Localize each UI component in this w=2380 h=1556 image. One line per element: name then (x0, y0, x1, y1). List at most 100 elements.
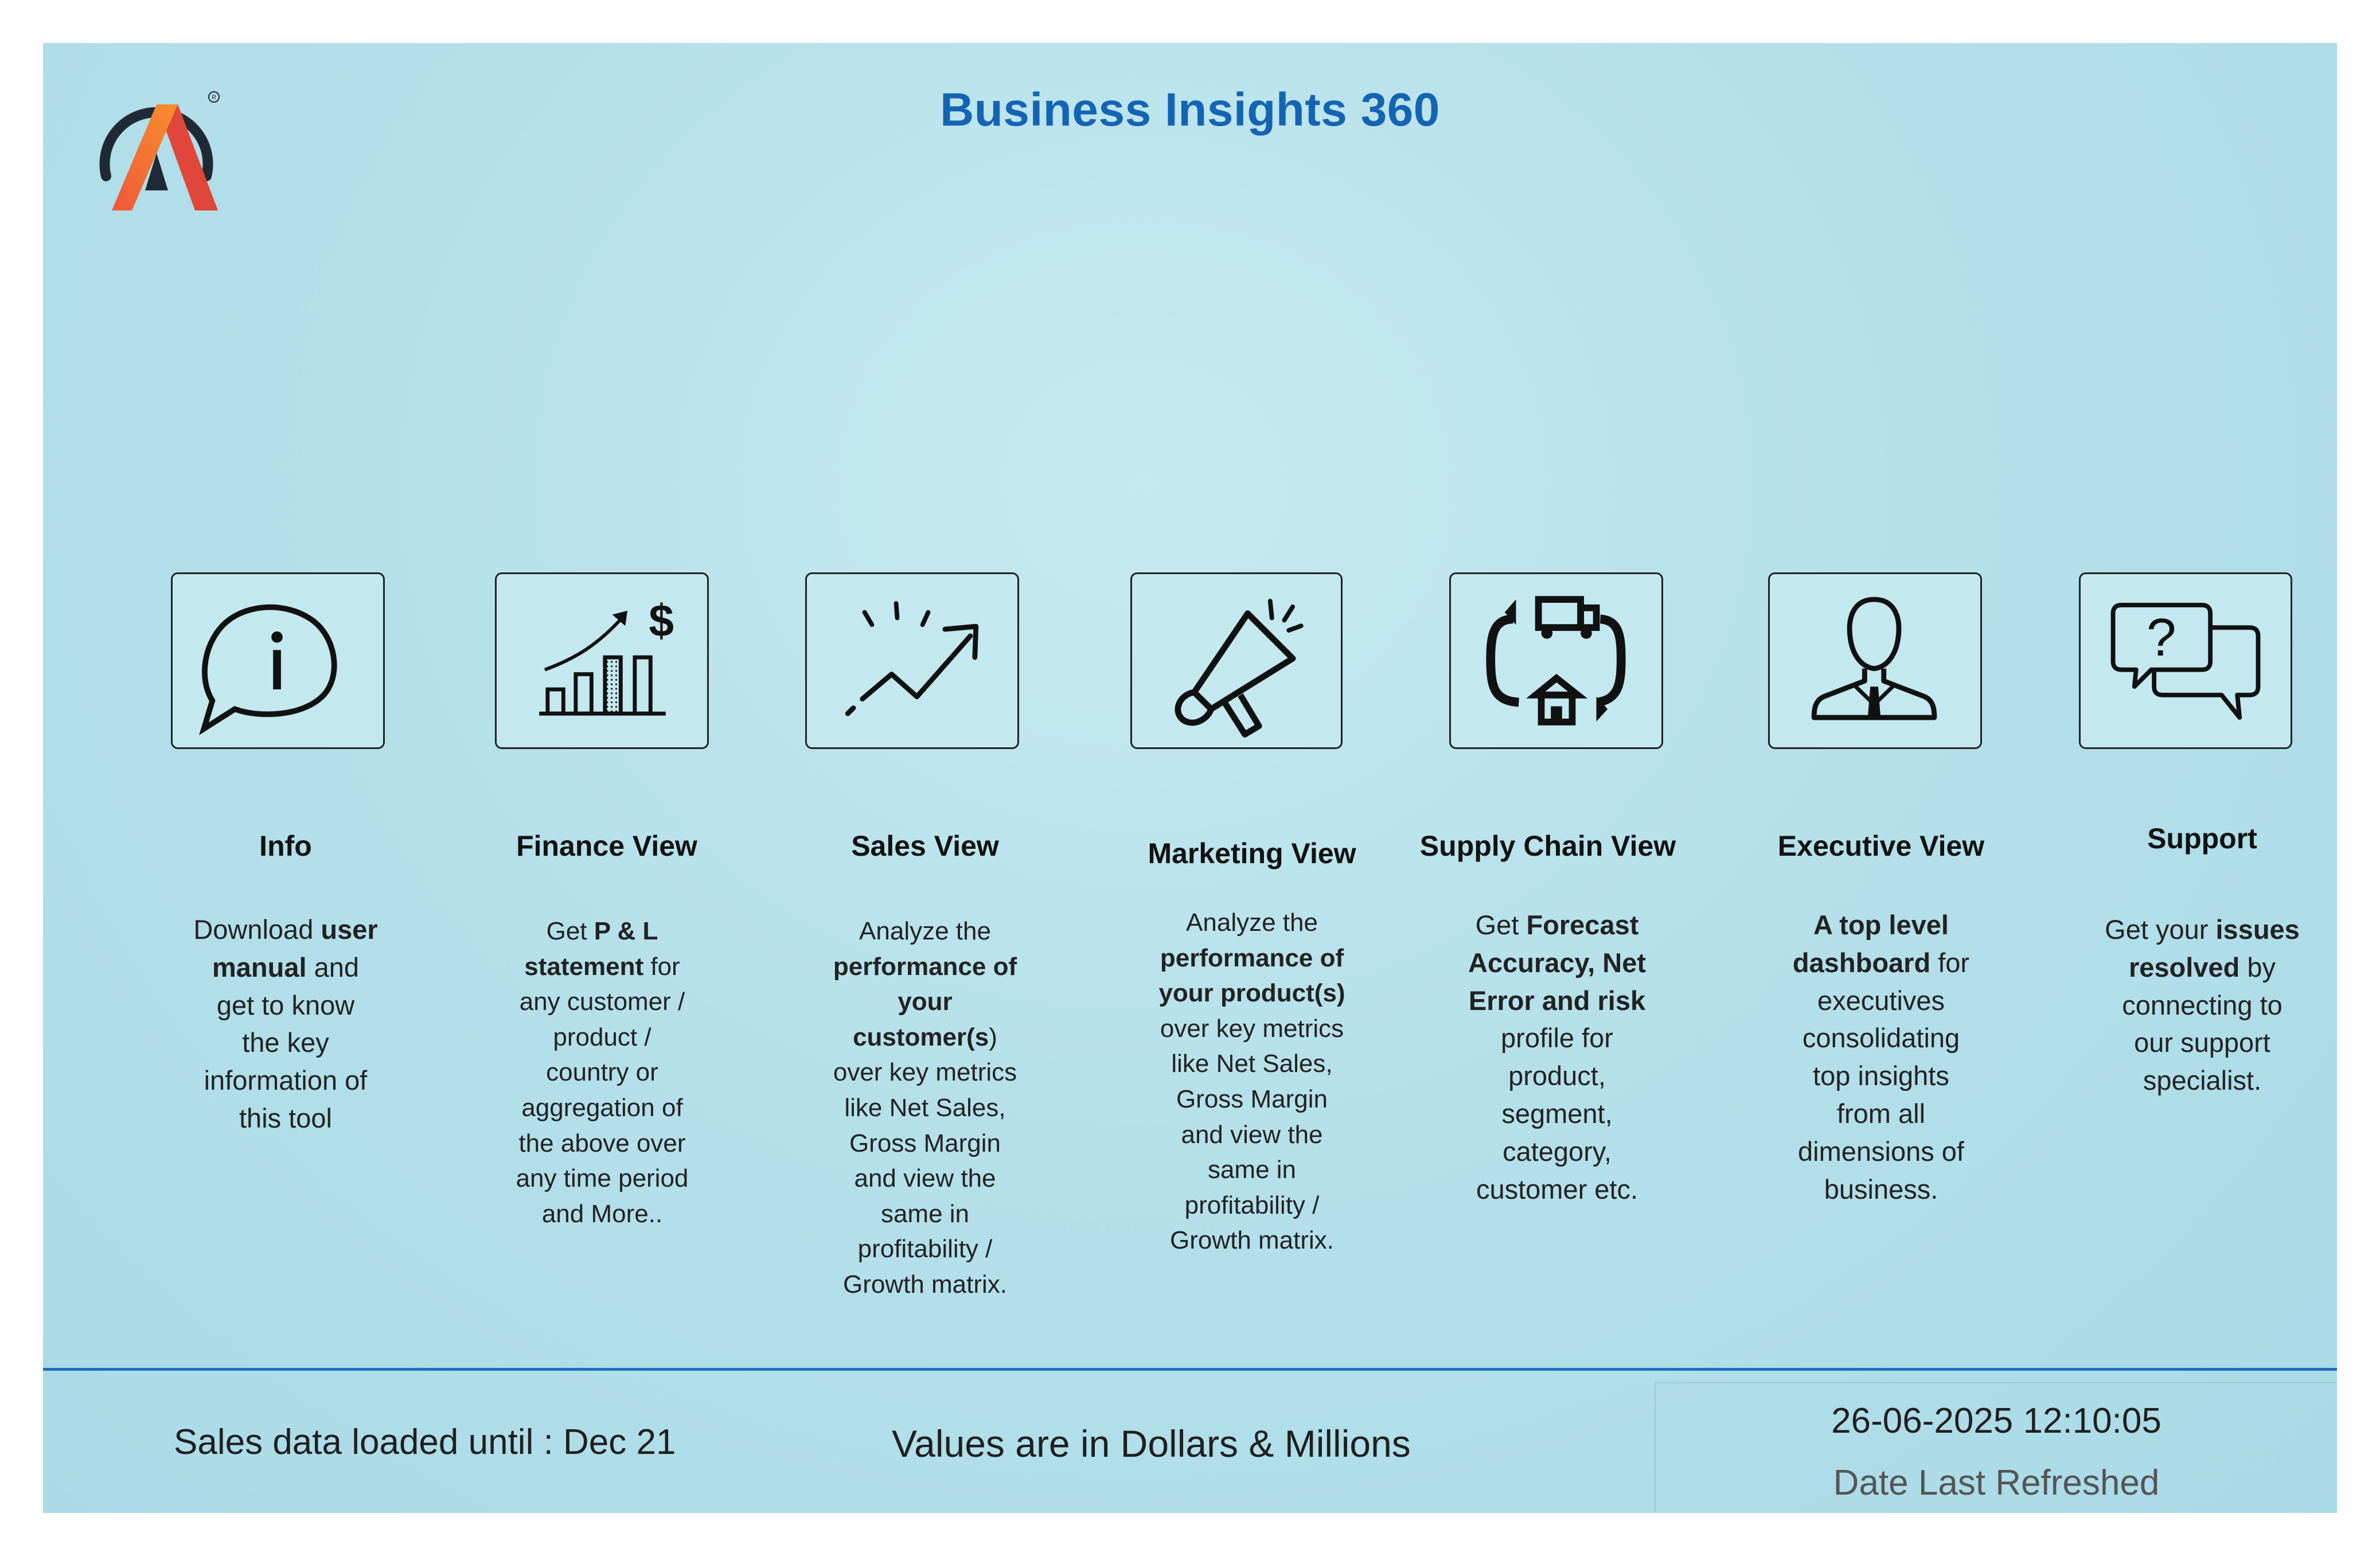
desc-line: Analyze the (1086, 905, 1418, 941)
desc-text: aggregation of (521, 1093, 683, 1122)
desc-text: like Net Sales, (844, 1093, 1006, 1122)
desc-line: from all (1715, 1095, 2047, 1133)
desc-text: top insights (1813, 1060, 1949, 1091)
tile-support-title: Support (2147, 822, 2257, 855)
desc-line: profitability / (759, 1231, 1091, 1267)
desc-text: Analyze the (859, 917, 991, 945)
desc-text: over key metrics (1160, 1014, 1344, 1043)
page-title: Business Insights 360 (940, 84, 1440, 136)
desc-line: manual and (119, 949, 452, 986)
desc-text: Gross Margin (1176, 1085, 1328, 1113)
desc-text: any time period (516, 1164, 689, 1193)
desc-bold-text: performance of (833, 952, 1017, 981)
desc-bold-text: customer(s (853, 1023, 989, 1051)
svg-text:$: $ (649, 595, 674, 646)
desc-line: Get P & L (436, 914, 768, 949)
desc-line: performance of (759, 949, 1091, 985)
desc-text: profitability / (1184, 1191, 1320, 1219)
desc-line: over key metrics (1086, 1011, 1418, 1047)
footer-divider (43, 1368, 2337, 1371)
sales-view-nav-button[interactable] (805, 572, 1019, 749)
desc-line: our support (2036, 1024, 2337, 1062)
desc-line: Download user (119, 911, 452, 949)
svg-text:?: ? (2147, 607, 2176, 667)
desc-line: over key metrics (759, 1055, 1091, 1090)
megaphone-icon (1175, 599, 1304, 738)
desc-text: Download (193, 914, 321, 945)
desc-line: product / (436, 1020, 768, 1055)
supply-chain-view-nav-button[interactable] (1449, 572, 1663, 749)
desc-line: like Net Sales, (759, 1090, 1091, 1126)
desc-text: Growth matrix. (1169, 1226, 1335, 1255)
desc-line: connecting to (2036, 986, 2337, 1024)
desc-line: Get Forecast (1391, 906, 1723, 944)
desc-text: by (2239, 951, 2276, 982)
desc-text: executives (1817, 985, 1945, 1016)
tile-supply-chain-title: Supply Chain View (1419, 830, 1676, 862)
info-nav-button[interactable] (171, 572, 385, 749)
desc-bold-text: user (321, 914, 378, 945)
desc-line: customer(s) (759, 1020, 1091, 1055)
company-logo: R (83, 79, 227, 222)
desc-text: the key (242, 1027, 329, 1058)
values-unit-note: Values are in Dollars & Millions (892, 1422, 1411, 1465)
desc-line: profile for (1391, 1019, 1723, 1057)
desc-line: product, (1391, 1057, 1723, 1095)
desc-text: country or (546, 1058, 658, 1087)
desc-bold-text: Error and risk (1468, 985, 1646, 1016)
desc-text: and (306, 951, 360, 982)
desc-line: any customer / (436, 984, 768, 1020)
marketing-view-nav-button[interactable] (1130, 572, 1343, 749)
desc-text: same in (880, 1199, 970, 1228)
info-speech-bubble-icon (199, 604, 337, 735)
desc-text: and view the (1181, 1120, 1323, 1149)
desc-line: the key (119, 1024, 452, 1062)
executive-view-nav-button[interactable] (1768, 572, 1982, 749)
support-question-chat-icon: ? (2110, 603, 2261, 720)
last-refreshed-timestamp: 26-06-2025 12:10:05 (1831, 1401, 2161, 1441)
desc-text: product / (553, 1023, 651, 1051)
desc-line: Growth matrix. (1086, 1223, 1418, 1258)
desc-text: same in (1207, 1156, 1297, 1184)
desc-line: specialist. (2036, 1062, 2337, 1099)
desc-text: this tool (239, 1102, 332, 1133)
desc-bold-text: your product(s) (1158, 979, 1345, 1008)
desc-text: Get your (2105, 914, 2216, 945)
support-nav-button[interactable]: ? (2079, 572, 2292, 749)
desc-line: and view the (1086, 1117, 1418, 1153)
desc-line: consolidating (1715, 1019, 2047, 1057)
desc-bold-text: manual (212, 951, 307, 982)
desc-text: any customer / (519, 988, 685, 1016)
desc-text: Get (1475, 910, 1527, 940)
tile-executive-title: Executive View (1777, 830, 1985, 862)
desc-text: Get (546, 917, 594, 945)
finance-view-nav-button[interactable]: $ (495, 572, 709, 749)
desc-text: from all (1836, 1098, 1926, 1129)
tile-sales-desc: Analyze the performance of your customer(s)… (759, 914, 1091, 1302)
tile-support-desc: Get your issues resolved by connecting to o… (2036, 911, 2337, 1099)
desc-bold-text: your (898, 988, 953, 1016)
desc-line: the above over (436, 1126, 768, 1161)
desc-line: like Net Sales, (1086, 1046, 1418, 1082)
last-refreshed-card: 26-06-2025 12:10:05 Date Last Refreshed (1655, 1382, 2337, 1513)
desc-line: same in (759, 1196, 1091, 1232)
tile-finance-desc: Get P & L statement for any customer / prod… (436, 914, 768, 1231)
finance-growth-chart-icon: $ (539, 595, 674, 716)
desc-line: get to know (119, 986, 452, 1024)
desc-line: this tool (119, 1099, 452, 1137)
desc-text: like Net Sales, (1171, 1050, 1333, 1078)
desc-line: Gross Margin (759, 1126, 1091, 1161)
desc-bold-text: Forecast (1526, 910, 1639, 940)
desc-text: product, (1508, 1060, 1606, 1091)
desc-bold-text: statement (524, 952, 644, 981)
sales-trend-arrow-icon (845, 601, 979, 716)
desc-text: business. (1824, 1173, 1938, 1204)
desc-text: the above over (518, 1129, 686, 1157)
desc-text: for (643, 952, 680, 981)
desc-line: Error and risk (1391, 982, 1723, 1020)
desc-line: and More.. (436, 1196, 768, 1232)
desc-line: country or (436, 1055, 768, 1090)
desc-line: Gross Margin (1086, 1082, 1418, 1117)
last-refreshed-label: Date Last Refreshed (1833, 1463, 2160, 1503)
desc-text: Analyze the (1186, 908, 1318, 937)
